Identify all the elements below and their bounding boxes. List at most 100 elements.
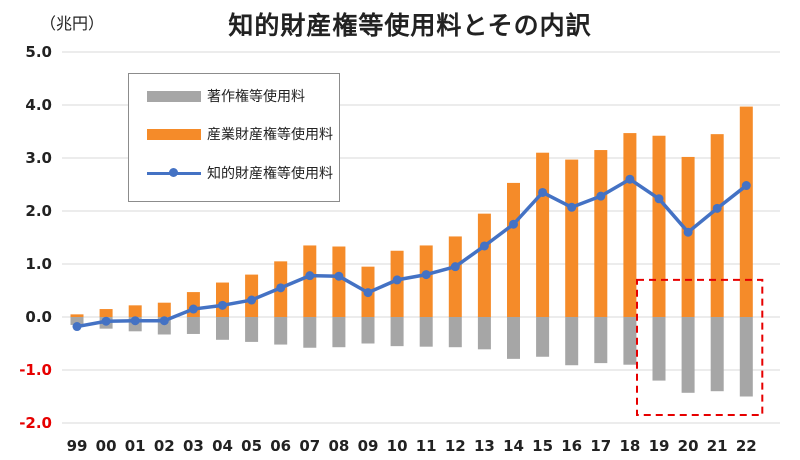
legend-label-total: 知的財産権等使用料 xyxy=(207,166,333,182)
bar-industrial xyxy=(623,133,637,317)
total-point xyxy=(625,174,635,184)
legend-item-copyright: 著作権等使用料 xyxy=(147,86,305,106)
x-tick-label: 06 xyxy=(270,437,291,455)
total-point xyxy=(654,194,664,204)
bar-industrial xyxy=(565,159,579,317)
total-line xyxy=(76,177,748,329)
x-tick-label: 04 xyxy=(212,437,233,455)
legend-swatch-copyright xyxy=(147,90,201,102)
total-point xyxy=(218,300,227,310)
bar-industrial xyxy=(594,150,608,317)
total-point xyxy=(596,191,606,201)
legend-label-copyright: 著作権等使用料 xyxy=(207,89,305,105)
bar-industrial xyxy=(216,282,229,317)
total-point xyxy=(188,304,198,314)
bar-copyright xyxy=(216,317,229,340)
x-tick-label: 03 xyxy=(183,437,204,455)
total-point xyxy=(741,181,751,191)
total-point xyxy=(305,271,315,281)
highlight-box xyxy=(636,278,764,417)
x-tick-label: 11 xyxy=(416,437,437,455)
total-point xyxy=(683,227,693,237)
y-tick-label: 2.0 xyxy=(25,202,52,220)
bar-copyright xyxy=(681,317,695,393)
y-tick-label: 1.0 xyxy=(25,255,52,273)
x-tick-label: 13 xyxy=(474,437,495,455)
total-point xyxy=(276,283,286,293)
x-tick-label: 10 xyxy=(387,437,408,455)
bar-industrial xyxy=(303,245,317,317)
bar-copyright xyxy=(710,317,724,392)
total-point xyxy=(450,262,460,272)
bar-copyright xyxy=(332,317,346,348)
y-axis-ticks: 5.0 4.0 3.0 2.0 1.0 0.0 -1.0 -2.0 xyxy=(19,43,52,432)
total-point xyxy=(72,322,82,332)
x-tick-label: 17 xyxy=(590,437,611,455)
y-tick-label: -2.0 xyxy=(19,414,52,432)
bar-copyright xyxy=(477,317,491,350)
y-tick-label: 0.0 xyxy=(25,308,52,326)
bar-copyright xyxy=(245,317,259,342)
x-tick-label: 00 xyxy=(96,437,117,455)
x-tick-label: 22 xyxy=(736,437,757,455)
bar-copyright xyxy=(565,317,579,366)
legend-swatch-industrial xyxy=(147,128,201,140)
x-tick-label: 02 xyxy=(154,437,175,455)
x-tick-label: 05 xyxy=(241,437,262,455)
bar-industrial xyxy=(448,236,462,317)
bars xyxy=(70,106,753,397)
bar-industrial xyxy=(652,135,666,317)
x-axis-ticks: 99 00 01 02 03 04 05 06 07 08 09 10 11 12 13 14 15 16 17 18… xyxy=(67,437,757,455)
total-line-path xyxy=(76,177,748,329)
y-tick-label: 3.0 xyxy=(25,149,52,167)
unit-label: （兆円） xyxy=(40,14,105,33)
x-tick-label: 99 xyxy=(67,437,88,455)
bar-industrial xyxy=(99,309,113,317)
total-point xyxy=(130,316,140,326)
bar-industrial xyxy=(477,213,491,317)
bar-copyright xyxy=(186,317,200,334)
bar-copyright xyxy=(623,317,637,365)
x-tick-label: 21 xyxy=(707,437,728,455)
x-tick-label: 20 xyxy=(678,437,699,455)
total-points xyxy=(72,174,751,332)
total-point xyxy=(363,288,373,298)
bar-copyright xyxy=(274,317,288,345)
x-tick-label: 18 xyxy=(619,437,640,455)
bar-copyright xyxy=(536,317,550,357)
highlight-rect xyxy=(636,278,764,417)
legend: 著作権等使用料 産業財産権等使用料 知的財産権等使用料 xyxy=(128,73,340,202)
legend-item-industrial: 産業財産権等使用料 xyxy=(147,124,333,144)
bar-industrial xyxy=(507,182,520,317)
bar-industrial xyxy=(128,305,142,317)
bar-copyright xyxy=(390,317,404,347)
bar-industrial xyxy=(739,106,753,317)
bar-copyright xyxy=(652,317,666,381)
bar-copyright xyxy=(303,317,317,348)
y-tick-label: 4.0 xyxy=(25,96,52,114)
bar-copyright xyxy=(361,317,375,344)
chart-title: 知的財産権等使用料とその内訳 xyxy=(228,11,592,40)
x-tick-label: 01 xyxy=(125,437,146,455)
x-tick-label: 19 xyxy=(649,437,670,455)
bar-copyright xyxy=(419,317,433,347)
bar-copyright xyxy=(594,317,608,364)
total-point xyxy=(159,316,169,326)
legend-label-industrial: 産業財産権等使用料 xyxy=(207,127,333,143)
total-point xyxy=(538,187,548,197)
bar-industrial xyxy=(70,314,84,317)
legend-item-total: 知的財産権等使用料 xyxy=(147,163,333,183)
total-point xyxy=(334,271,344,281)
bar-industrial xyxy=(710,134,724,317)
total-point xyxy=(712,203,722,213)
x-tick-label: 09 xyxy=(358,437,379,455)
bar-industrial xyxy=(332,246,346,317)
bar-copyright xyxy=(739,317,753,397)
x-tick-label: 08 xyxy=(328,437,349,455)
y-tick-label: 5.0 xyxy=(25,43,52,61)
x-tick-label: 07 xyxy=(299,437,320,455)
x-tick-label: 14 xyxy=(503,437,524,455)
bar-copyright xyxy=(448,317,462,348)
legend-swatch-total xyxy=(147,167,201,179)
